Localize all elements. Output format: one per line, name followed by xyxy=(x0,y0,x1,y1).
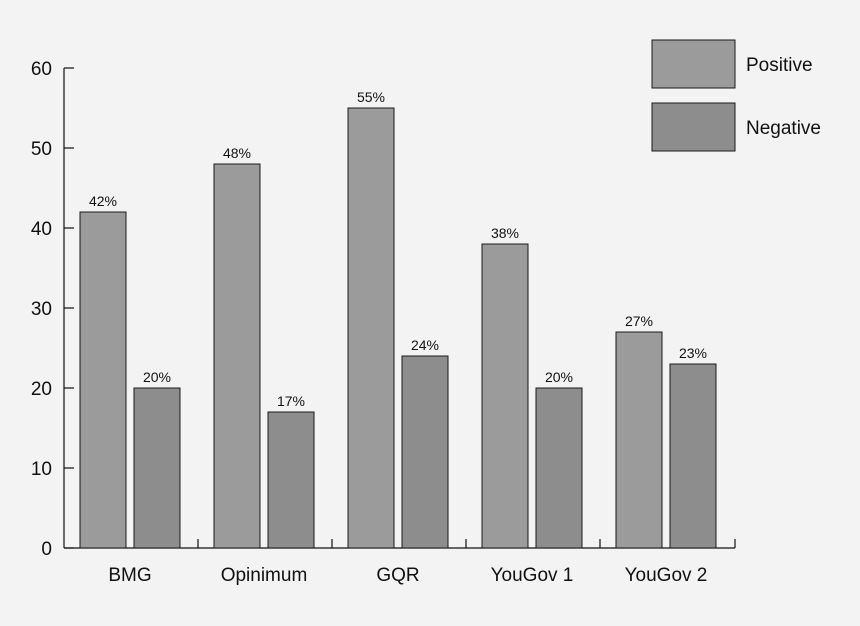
x-category-label: Opinimum xyxy=(221,565,308,586)
bar-positive-yougov-2 xyxy=(615,331,663,549)
x-category-label: YouGov 1 xyxy=(491,565,574,586)
y-axis: 0 10 20 30 40 50 60 xyxy=(31,59,74,560)
legend-swatch-negative xyxy=(651,102,736,152)
bar-data-label: 20% xyxy=(545,369,573,385)
y-tick-label: 60 xyxy=(31,59,52,80)
bar-negative-gqr xyxy=(401,355,449,549)
y-tick-label: 10 xyxy=(31,459,52,480)
bar-labels: 42% 20% 48% 17% 55% 24% 38% 20% 27% 23% xyxy=(89,89,707,409)
bar-data-label: 55% xyxy=(357,89,385,105)
bar-positive-yougov-1 xyxy=(481,243,529,549)
bar-negative-yougov-1 xyxy=(535,387,583,549)
legend: Positive Negative xyxy=(651,39,821,152)
legend-label-negative: Negative xyxy=(746,118,821,139)
bar-data-label: 42% xyxy=(89,193,117,209)
bar-data-label: 24% xyxy=(411,337,439,353)
bar-positive-opinimum xyxy=(213,163,261,549)
bar-negative-yougov-2 xyxy=(669,363,717,549)
bar-data-label: 17% xyxy=(277,393,305,409)
legend-label-positive: Positive xyxy=(746,55,813,76)
bar-data-label: 38% xyxy=(491,225,519,241)
bars xyxy=(79,107,717,549)
bar-negative-opinimum xyxy=(267,411,315,549)
y-tick-label: 40 xyxy=(31,219,52,240)
bar-data-label: 27% xyxy=(625,313,653,329)
y-tick-label: 20 xyxy=(31,379,52,400)
y-tick-label: 50 xyxy=(31,139,52,160)
x-category-label: YouGov 2 xyxy=(625,565,708,586)
bar-data-label: 48% xyxy=(223,145,251,161)
x-category-label: GQR xyxy=(376,565,419,586)
legend-swatch-positive xyxy=(651,39,736,89)
bar-data-label: 23% xyxy=(679,345,707,361)
bar-negative-bmg xyxy=(133,387,181,549)
y-tick-label: 30 xyxy=(31,299,52,320)
bar-positive-bmg xyxy=(79,211,127,549)
bar-positive-gqr xyxy=(347,107,395,549)
bar-data-label: 20% xyxy=(143,369,171,385)
x-category-label: BMG xyxy=(108,565,151,586)
y-tick-label: 0 xyxy=(41,539,52,560)
